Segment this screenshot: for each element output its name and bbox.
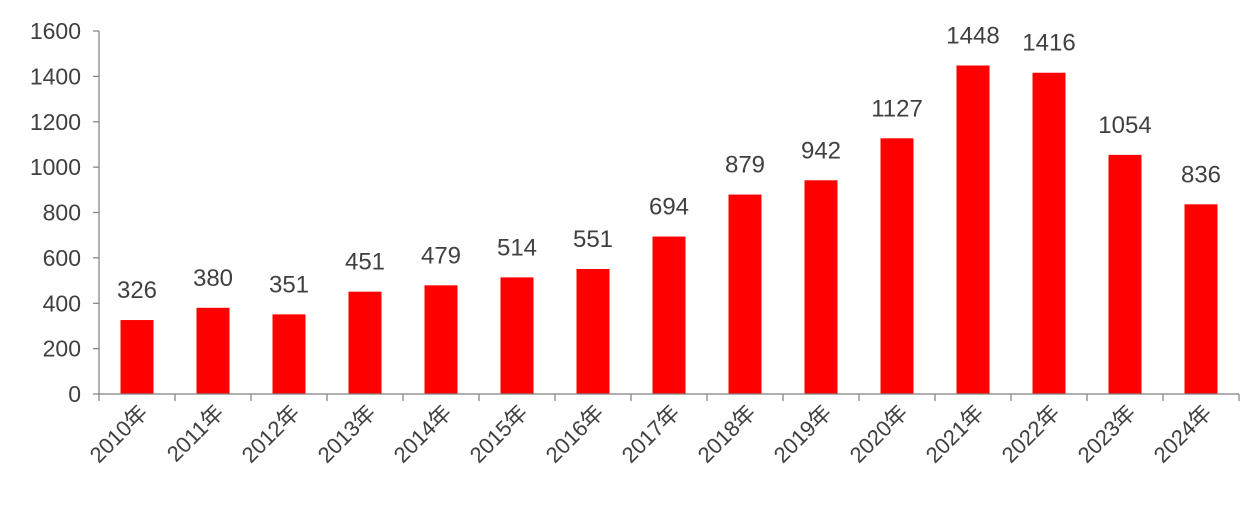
y-tick-label: 200 <box>43 336 81 362</box>
x-tick-label: 2011年 <box>162 400 229 467</box>
bar <box>1184 204 1218 394</box>
data-label: 514 <box>497 234 537 261</box>
x-tick-label: 2022年 <box>997 400 1065 468</box>
x-tick-label: 2019年 <box>769 400 837 468</box>
bars-layer <box>120 65 1218 395</box>
x-tick-label: 2023年 <box>1073 400 1141 468</box>
bar <box>1108 154 1142 394</box>
data-label: 694 <box>649 194 689 221</box>
x-tick-label: 2018年 <box>693 400 761 468</box>
bar <box>804 180 838 394</box>
bar <box>272 314 306 394</box>
y-tick-label: 1400 <box>30 63 81 89</box>
data-label: 1416 <box>1022 30 1075 57</box>
data-label: 1054 <box>1098 112 1151 139</box>
x-tick-label: 2024年 <box>1149 400 1217 468</box>
x-tick-label: 2015年 <box>465 400 533 468</box>
x-ticks-layer: 2010年 2011年 2012年 2013年 2014年 2015年 2016年 2017年… <box>85 394 1240 468</box>
data-label: 551 <box>573 226 613 253</box>
x-tick-label: 2014年 <box>389 400 457 468</box>
x-tick-label: 2017年 <box>617 400 685 468</box>
x-tick-label: 2016年 <box>541 400 609 468</box>
data-label: 351 <box>269 271 309 298</box>
bar <box>500 277 534 394</box>
bar <box>424 285 458 394</box>
bar <box>728 194 762 394</box>
bar <box>1032 72 1066 395</box>
bar <box>956 65 990 395</box>
x-tick-label: 2020年 <box>845 400 913 468</box>
x-tick-label: 2010年 <box>85 400 153 468</box>
data-label: 479 <box>421 242 461 269</box>
x-tick-label: 2021年 <box>921 400 989 468</box>
data-label: 836 <box>1181 161 1221 188</box>
data-label: 1127 <box>871 95 923 122</box>
y-tick-label: 1200 <box>30 109 81 135</box>
x-tick-label: 2013年 <box>313 400 381 468</box>
y-tick-label: 600 <box>43 245 81 271</box>
y-ticks-layer: 0 200 400 600 800 1000 1200 1400 1600 <box>30 18 99 407</box>
bar <box>576 268 610 394</box>
y-tick-label: 1600 <box>30 18 81 44</box>
y-tick-label: 800 <box>43 200 81 226</box>
y-tick-label: 400 <box>43 290 81 316</box>
data-label: 380 <box>193 265 233 292</box>
data-label: 1448 <box>946 22 999 49</box>
bar <box>652 236 686 394</box>
y-tick-label: 1000 <box>30 154 81 180</box>
bar <box>120 320 154 394</box>
data-label: 879 <box>725 152 765 179</box>
bar <box>196 307 230 394</box>
bar <box>880 138 914 394</box>
data-labels-layer: 326 380 351 451 479 514 551 694 879 942 1127 1448 14… <box>117 22 1221 304</box>
data-label: 326 <box>117 277 157 304</box>
bar <box>348 291 382 394</box>
data-label: 942 <box>801 137 841 164</box>
y-tick-label: 0 <box>68 381 81 407</box>
data-label: 451 <box>345 249 385 276</box>
x-tick-label: 2012年 <box>237 400 305 468</box>
